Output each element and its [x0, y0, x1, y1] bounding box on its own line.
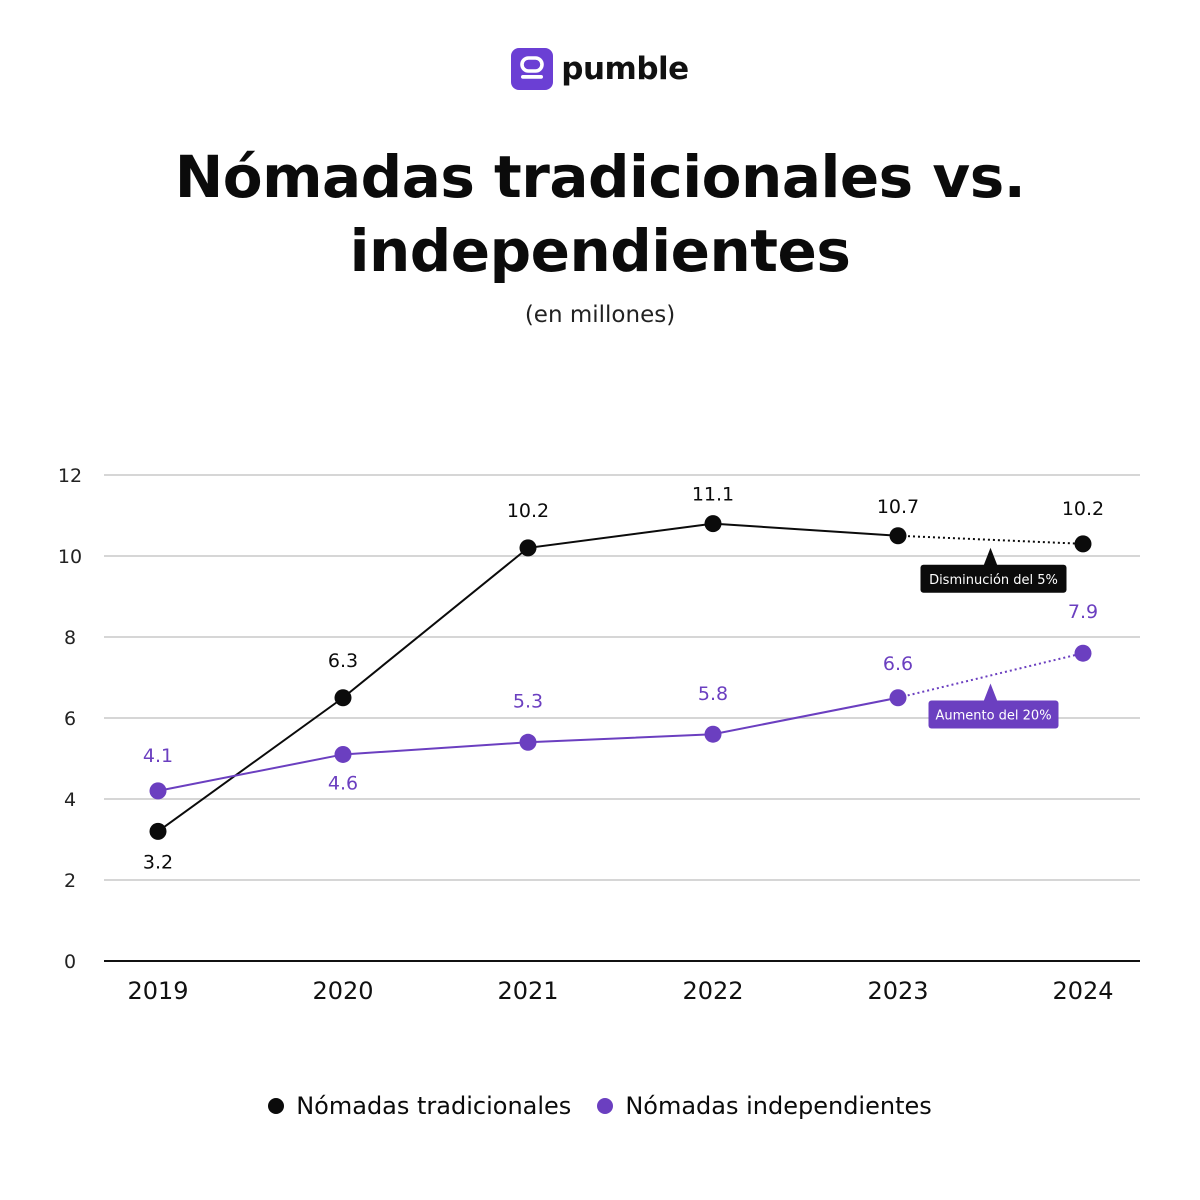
legend-item-independientes: Nómadas independientes	[597, 1092, 932, 1120]
data-point-1	[704, 725, 722, 743]
data-label: 6.6	[883, 653, 913, 675]
data-label: 10.7	[877, 496, 919, 518]
y-tick-label: 10	[58, 546, 82, 568]
data-label: 5.8	[698, 683, 728, 705]
annotation-box	[928, 700, 1059, 729]
data-label: 7.9	[1068, 601, 1098, 623]
data-point-1	[519, 733, 537, 751]
legend-label-independientes: Nómadas independientes	[625, 1092, 932, 1120]
data-point-0	[704, 515, 722, 533]
chart-legend: Nómadas tradicionales Nómadas independie…	[0, 1092, 1200, 1120]
y-tick-label: 12	[58, 465, 82, 487]
x-tick-label: 2024	[1052, 977, 1113, 1005]
legend-item-tradicionales: Nómadas tradicionales	[268, 1092, 571, 1120]
y-tick-label: 8	[64, 627, 76, 649]
brand-logo: pumble	[0, 46, 1200, 92]
data-point-0	[519, 539, 537, 557]
data-point-1	[334, 745, 352, 763]
data-label: 11.1	[692, 484, 734, 506]
x-tick-label: 2022	[682, 977, 743, 1005]
data-point-1	[889, 689, 907, 707]
data-point-1	[1074, 644, 1092, 662]
chart-title: Nómadas tradicionales vs. independientes	[174, 143, 1026, 285]
data-label: 4.6	[328, 772, 358, 794]
annotation-pointer	[983, 683, 998, 702]
chart-subtitle: (en millones)	[524, 302, 676, 328]
y-tick-label: 2	[64, 870, 76, 892]
legend-dot-independientes	[597, 1098, 614, 1114]
legend-label-tradicionales: Nómadas tradicionales	[296, 1092, 572, 1120]
pumble-logo-icon	[511, 48, 554, 90]
series-line-0	[157, 522, 899, 833]
x-tick-label: 2023	[867, 977, 928, 1005]
data-label: 10.2	[1062, 498, 1104, 520]
series-projection-0	[897, 534, 1084, 545]
x-tick-label: 2019	[127, 977, 188, 1005]
data-label: 5.3	[513, 690, 543, 712]
x-tick-label: 2020	[312, 977, 373, 1005]
y-tick-label: 4	[64, 789, 76, 811]
annotation-label: Disminución del 5%	[929, 573, 1058, 588]
data-label: 3.2	[143, 851, 173, 873]
data-point-1	[149, 782, 167, 800]
annotation-pointer	[983, 547, 998, 566]
y-tick-label: 6	[64, 708, 76, 730]
x-tick-label: 2021	[497, 977, 558, 1005]
data-point-0	[1074, 535, 1092, 553]
annotation-label: Aumento del 20%	[935, 708, 1051, 723]
data-label: 6.3	[328, 650, 358, 672]
data-label: 4.1	[143, 745, 173, 767]
brand-name: pumble	[561, 51, 689, 87]
y-tick-label: 0	[64, 951, 76, 973]
data-point-0	[889, 527, 907, 545]
data-point-0	[334, 689, 352, 707]
data-point-0	[149, 822, 167, 840]
series-projection-1	[897, 652, 1084, 699]
legend-dot-tradicionales	[268, 1098, 285, 1114]
annotation-box	[920, 564, 1067, 593]
data-label: 10.2	[507, 500, 549, 522]
line-chart: 0 2 4 6 8 10 12 2019 2020 2021 2022 2023 2024 3.2 6.3 1…	[58, 465, 1140, 1005]
